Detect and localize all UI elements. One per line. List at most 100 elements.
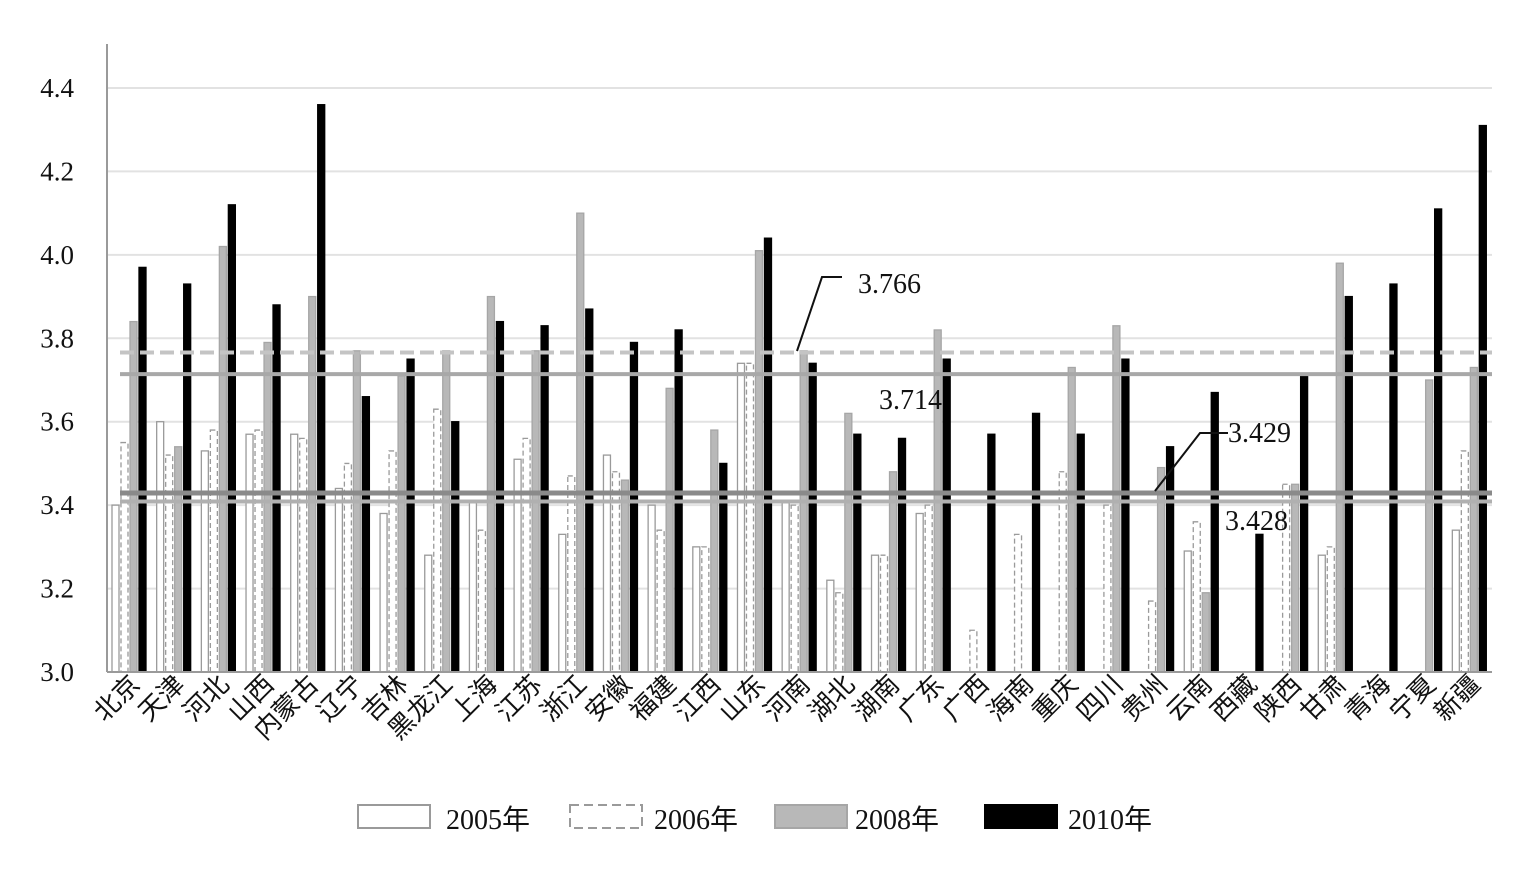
x-tick-label: 西藏: [1205, 670, 1262, 727]
y-tick-label: 3.8: [40, 323, 74, 353]
x-tick-label: 辽宁: [312, 670, 369, 727]
bar-山西-2006年: [254, 429, 263, 673]
legend-swatch-2008年: [774, 804, 848, 829]
bar-山西-2008年: [263, 341, 272, 673]
x-tick-label: 福建: [624, 670, 681, 727]
bar-海南-2010年: [1031, 412, 1041, 673]
x-tick-label: 湖北: [803, 670, 860, 727]
x-tick-label: 河北: [178, 670, 235, 727]
bar-陕西-2008年: [1290, 483, 1300, 673]
bar-天津-2006年: [165, 454, 174, 673]
bar-云南-2008年: [1201, 592, 1210, 673]
x-tick-label: 上海: [446, 670, 503, 727]
bar-陕西-2006年: [1281, 483, 1291, 673]
bar-新疆-2005年: [1451, 529, 1460, 673]
bar-福建-2005年: [647, 504, 656, 673]
bar-西藏-2010年: [1255, 533, 1264, 673]
x-tick-label: 海南: [982, 670, 1039, 727]
bar-广东-2005年: [915, 512, 924, 673]
x-tick-label: 广西: [937, 670, 994, 727]
bar-黑龙江-2006年: [433, 408, 442, 673]
bar-湖南-2005年: [870, 554, 880, 673]
bar-辽宁-2010年: [361, 396, 371, 673]
x-tick-label: 湖南: [848, 670, 905, 727]
bar-江苏-2010年: [540, 325, 549, 673]
bar-河南-2006年: [790, 504, 799, 673]
reference-label: 3.429: [1228, 418, 1291, 449]
x-tick-label: 宁夏: [1384, 670, 1441, 727]
bar-陕西-2010年: [1299, 375, 1309, 673]
bar-山东-2010年: [763, 237, 773, 673]
x-tick-label: 云南: [1161, 670, 1218, 727]
bar-河南-2008年: [799, 350, 808, 673]
bar-河北-2010年: [227, 204, 237, 673]
x-tick-label: 四川: [1071, 670, 1128, 727]
bar-天津-2005年: [156, 421, 165, 673]
legend-label: 2005年: [446, 804, 530, 836]
bar-新疆-2008年: [1469, 366, 1478, 673]
bar-内蒙古-2005年: [290, 433, 299, 673]
legend-label: 2008年: [855, 804, 939, 836]
bar-重庆-2010年: [1076, 433, 1085, 673]
bar-辽宁-2008年: [352, 350, 362, 673]
x-tick-label: 江西: [669, 670, 726, 727]
x-tick-label: 安徽: [580, 670, 637, 727]
bar-江西-2006年: [701, 546, 710, 673]
bar-甘肃-2005年: [1317, 554, 1326, 673]
legend-label: 2006年: [654, 804, 738, 836]
bar-浙江-2005年: [558, 533, 567, 673]
reference-label: 3.714: [879, 385, 942, 416]
bar-山东-2005年: [736, 362, 746, 673]
x-tick-label: 广东: [892, 670, 949, 727]
bar-广西-2006年: [969, 629, 978, 673]
bar-安徽-2010年: [629, 341, 639, 673]
bar-福建-2008年: [665, 387, 674, 673]
x-tick-label: 江苏: [490, 670, 547, 727]
bar-北京-2006年: [120, 441, 129, 673]
bar-安徽-2005年: [602, 454, 612, 673]
bar-宁夏-2008年: [1424, 379, 1434, 673]
bar-新疆-2010年: [1478, 124, 1487, 673]
reference-label: 3.766: [858, 269, 921, 300]
legend-swatch-2010年: [984, 804, 1058, 829]
bar-吉林-2006年: [388, 450, 397, 673]
y-tick-label: 3.2: [40, 574, 74, 604]
bar-浙江-2010年: [585, 308, 594, 673]
y-tick-label: 3.0: [40, 657, 74, 687]
x-axis: 北京天津河北山西内蒙古辽宁吉林黑龙江上海江苏浙江安徽福建江西山东河南湖北湖南广东…: [88, 670, 1492, 745]
bar-上海-2006年: [477, 529, 487, 673]
bar-河北-2008年: [218, 245, 228, 673]
bar-广西-2010年: [987, 433, 996, 673]
bar-黑龙江-2008年: [442, 350, 451, 673]
x-tick-label: 甘肃: [1295, 670, 1352, 727]
bar-内蒙古-2006年: [299, 437, 308, 673]
bar-山西-2005年: [245, 433, 254, 673]
bar-黑龙江-2010年: [451, 421, 460, 673]
x-tick-label: 重庆: [1027, 670, 1084, 727]
bar-江苏-2008年: [531, 350, 540, 673]
x-tick-label: 北京: [88, 670, 145, 727]
bar-浙江-2008年: [576, 212, 585, 673]
bar-贵州-2008年: [1156, 466, 1166, 673]
x-tick-label: 贵州: [1116, 670, 1173, 727]
y-tick-label: 4.4: [40, 73, 74, 103]
bar-浙江-2006年: [567, 475, 576, 673]
bar-四川-2006年: [1103, 504, 1112, 673]
bar-山东-2006年: [745, 362, 755, 673]
legend-swatch-2006年: [569, 804, 643, 829]
x-tick-label: 天津: [133, 670, 190, 727]
bar-山东-2008年: [754, 250, 764, 673]
bar-四川-2010年: [1121, 358, 1130, 673]
bar-北京-2005年: [111, 504, 120, 673]
bar-河北-2006年: [209, 429, 219, 673]
bar-青海-2010年: [1389, 283, 1398, 673]
bar-内蒙古-2010年: [317, 104, 326, 673]
bar-江西-2008年: [710, 429, 719, 673]
x-tick-label: 浙江: [535, 670, 592, 727]
bar-江苏-2006年: [522, 437, 531, 673]
y-tick-label: 4.0: [40, 240, 74, 270]
bar-湖南-2010年: [897, 437, 907, 673]
bar-甘肃-2006年: [1326, 546, 1335, 673]
y-tick-label: 3.4: [40, 490, 74, 520]
bar-天津-2008年: [174, 446, 183, 673]
